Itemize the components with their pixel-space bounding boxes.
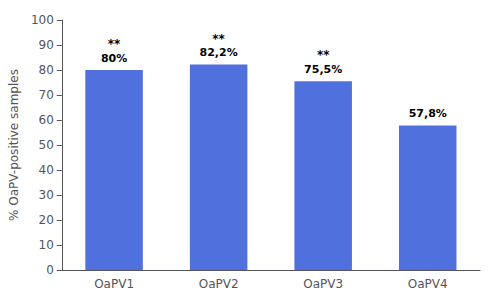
svg-text:OaPV4: OaPV4 <box>408 277 448 291</box>
svg-text:70: 70 <box>39 88 54 102</box>
svg-text:80%: 80% <box>101 52 127 65</box>
svg-text:80: 80 <box>39 63 54 77</box>
svg-text:0: 0 <box>46 263 54 277</box>
svg-text:10: 10 <box>39 238 54 252</box>
svg-text:40: 40 <box>39 163 54 177</box>
svg-text:60: 60 <box>39 113 54 127</box>
svg-text:30: 30 <box>39 188 54 202</box>
svg-text:**: ** <box>317 48 330 62</box>
svg-text:50: 50 <box>39 138 54 152</box>
svg-text:OaPV2: OaPV2 <box>199 277 239 291</box>
svg-text:90: 90 <box>39 38 54 52</box>
svg-text:OaPV3: OaPV3 <box>303 277 343 291</box>
svg-text:% OaPV-positive samples: % OaPV-positive samples <box>7 69 21 221</box>
svg-text:100: 100 <box>31 13 54 27</box>
svg-text:82,2%: 82,2% <box>200 46 238 59</box>
svg-text:75,5%: 75,5% <box>304 63 342 76</box>
svg-text:20: 20 <box>39 213 54 227</box>
svg-text:**: ** <box>212 32 225 46</box>
svg-text:57,8%: 57,8% <box>409 107 447 120</box>
svg-text:**: ** <box>108 37 121 51</box>
svg-text:OaPV1: OaPV1 <box>94 277 134 291</box>
